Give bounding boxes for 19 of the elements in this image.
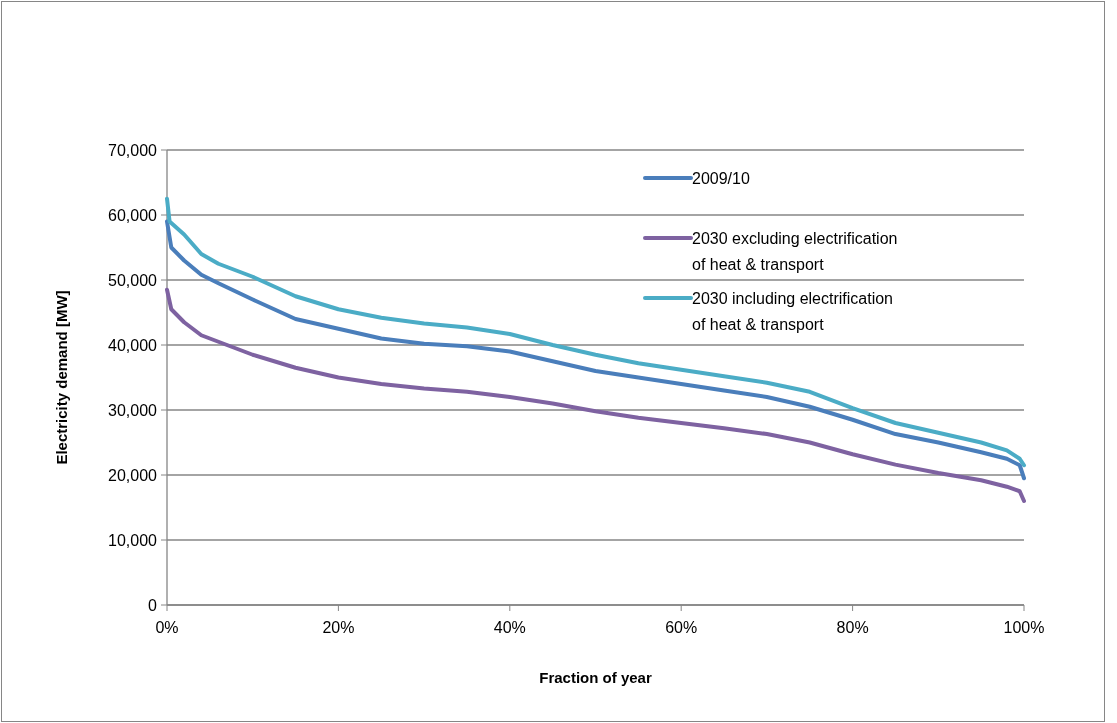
y-tick-label: 40,000: [108, 336, 158, 354]
y-tick-label: 50,000: [108, 271, 158, 289]
x-tick-label: 20%: [322, 619, 355, 636]
x-tick-label: 60%: [665, 619, 698, 636]
y-axis-title: Electricity demand [MW]: [53, 290, 70, 465]
y-tick-label: 60,000: [108, 206, 158, 224]
x-axis-title: Fraction of year: [539, 669, 652, 686]
x-tick-label: 80%: [836, 619, 869, 636]
x-tick-label: 40%: [493, 619, 526, 636]
y-tick-label: 70,000: [108, 141, 158, 159]
y-tick-label: 10,000: [108, 531, 158, 549]
y-tick-label: 20,000: [108, 466, 158, 484]
y-tick-label: 30,000: [108, 401, 158, 419]
x-tick-label: 100%: [1003, 619, 1045, 636]
legend-label: 2030 excluding electrification of heat & transport: [692, 229, 898, 273]
y-tick-label: 0: [148, 596, 158, 614]
legend-label: 2030 including electrification of heat & transport: [692, 289, 894, 333]
legend-label: 2009/10: [692, 169, 750, 187]
x-tick-label: 0%: [155, 619, 179, 636]
